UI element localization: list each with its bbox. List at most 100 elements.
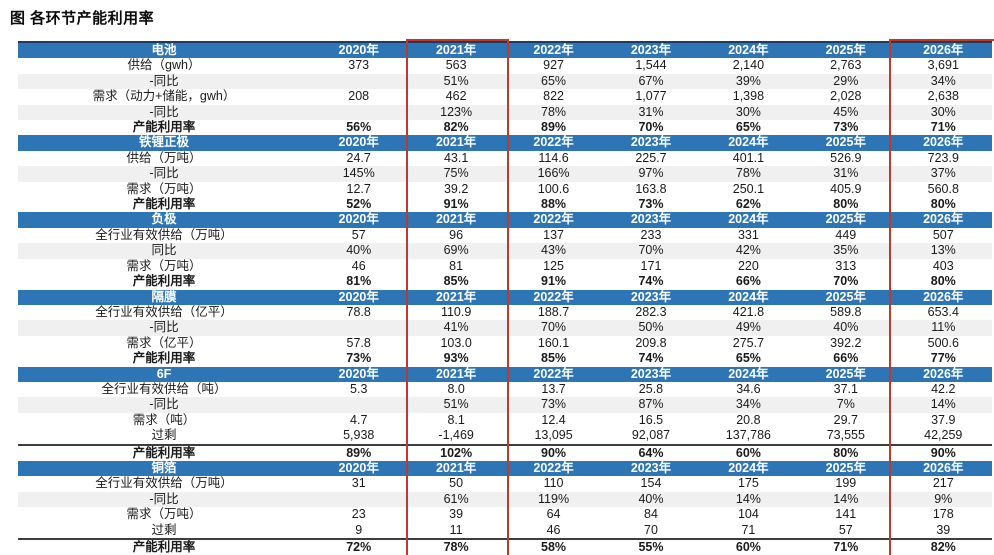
metric-label-cell: 供给（gwh）	[127, 58, 201, 73]
year-header-cell: 2021年	[407, 135, 505, 151]
value-cell: 78%	[504, 104, 603, 121]
section-header-row: 6F 2020年 2021年 2022年 2023年 2024年 2025年 2026年	[18, 366, 992, 382]
metric-label-cell: 需求（万吨）	[126, 258, 202, 273]
year-header-cell: 2020年	[310, 289, 408, 305]
year-header-cell: 2024年	[699, 460, 798, 477]
value-cell: 37.1	[833, 381, 858, 396]
value-cell: 66%	[833, 351, 859, 366]
year-header-cell: 2022年	[504, 212, 603, 228]
value-cell: 52%	[346, 197, 372, 212]
value-cell	[310, 73, 408, 90]
value-cell: 73%	[833, 120, 859, 135]
value-cell: 70	[644, 522, 658, 537]
year-header-cell: 2022年	[504, 42, 603, 59]
value-cell: 42.2	[931, 381, 956, 396]
value-cell: 61%	[407, 491, 505, 508]
value-cell: 104	[737, 507, 759, 522]
value-cell: 72%	[310, 538, 408, 555]
value-cell: 49%	[699, 320, 798, 336]
section-header-row: 铜箔 2020年 2021年 2022年 2023年 2024年 2025年 2026年	[18, 460, 992, 477]
value-cell: 73,555	[826, 428, 865, 443]
value-cell: 57	[351, 227, 366, 242]
value-cell: 40%	[310, 243, 408, 259]
metric-label-cell: 需求（吨）	[132, 412, 196, 427]
capacity-utilization-table: 电池 2020年 2021年 2022年 2023年 2024年 2025年 2026年 供给（…	[18, 41, 992, 555]
value-cell: 25.8	[638, 381, 664, 396]
year-header-cell: 2020年	[310, 366, 408, 382]
value-cell: 220	[737, 258, 759, 273]
table-row: 产能利用率 72% 78% 58% 55% 60% 71% 82%	[18, 538, 992, 555]
value-cell: 3,691	[927, 58, 959, 73]
value-cell: 500.6	[927, 335, 959, 350]
value-cell: 13%	[894, 243, 992, 259]
value-cell: 50	[449, 476, 464, 491]
value-cell: 110.9	[440, 304, 472, 319]
table-row: 供给（gwh） 373 563 927 1,544 2,140 2,763 3,691	[18, 58, 992, 73]
value-cell: 166%	[504, 166, 603, 182]
value-cell: 250.1	[732, 181, 765, 196]
metric-label-cell: -同比	[18, 320, 310, 336]
table-row: 全行业有效供给（吨） 5.3 8.0 13.7 25.8 34.6 37.1 42.2	[18, 382, 992, 397]
value-cell: 2,028	[830, 89, 862, 104]
value-cell: 208	[348, 89, 370, 104]
value-cell: 392.2	[830, 335, 862, 350]
value-cell: 35%	[797, 243, 895, 259]
year-header-cell: 2021年	[407, 42, 505, 59]
table-row: -同比 41% 70% 50% 49% 40% 11%	[18, 320, 992, 336]
section-name-cell: 电池	[18, 42, 310, 59]
value-cell: 67%	[602, 73, 700, 90]
year-header-cell: 2023年	[602, 460, 700, 477]
value-cell: 217	[932, 476, 954, 491]
value-cell: 90%	[504, 443, 603, 461]
value-cell: 403	[932, 258, 954, 273]
metric-label-cell: -同比	[18, 104, 310, 121]
value-cell: 39	[449, 507, 464, 522]
value-cell: 5,938	[343, 428, 375, 443]
value-cell: 78%	[407, 538, 505, 555]
value-cell: 39	[936, 522, 951, 537]
value-cell: 11%	[894, 320, 992, 336]
year-header-cell: 2026年	[894, 135, 992, 151]
year-header-cell: 2024年	[699, 42, 798, 59]
value-cell: 199	[835, 476, 857, 491]
value-cell: 9%	[894, 491, 992, 508]
value-cell: 65%	[735, 120, 761, 135]
value-cell: 653.4	[927, 304, 959, 319]
value-cell: 51%	[407, 73, 505, 90]
value-cell: 123%	[407, 104, 505, 121]
value-cell: 64	[546, 507, 561, 522]
value-cell: 57	[838, 522, 853, 537]
table-row: 需求（吨） 4.7 8.1 12.4 16.5 20.8 29.7 37.9	[18, 413, 992, 428]
value-cell	[310, 104, 408, 121]
value-cell: 462	[445, 89, 467, 104]
value-cell: 56%	[346, 120, 372, 135]
value-cell: 449	[835, 227, 857, 242]
value-cell: 85%	[541, 351, 567, 366]
value-cell: 73%	[638, 197, 664, 212]
metric-label-cell: 需求（亿平）	[126, 335, 202, 350]
value-cell: 34.6	[736, 381, 761, 396]
value-cell: 233	[640, 227, 662, 242]
year-header-cell: 2025年	[797, 366, 895, 382]
section-name-cell: 隔膜	[18, 289, 310, 305]
value-cell: 42,259	[924, 428, 963, 443]
value-cell: 97%	[602, 166, 700, 182]
value-cell: 31%	[602, 104, 700, 121]
value-cell: 90%	[894, 443, 992, 461]
value-cell: 102%	[407, 443, 505, 461]
value-cell: 178	[932, 507, 954, 522]
value-cell: 85%	[443, 274, 469, 289]
year-header-cell: 2023年	[602, 42, 700, 59]
value-cell: 62%	[735, 197, 761, 212]
value-cell: 93%	[443, 351, 469, 366]
table-row: -同比 61% 119% 40% 14% 14% 9%	[18, 491, 992, 508]
year-header-cell: 2021年	[407, 289, 505, 305]
value-cell: 46	[546, 522, 561, 537]
value-cell: 11	[449, 522, 463, 537]
value-cell: 225.7	[635, 150, 667, 165]
value-cell: 103.0	[440, 335, 472, 350]
value-cell: 401.1	[732, 150, 765, 165]
value-cell: 163.8	[635, 181, 667, 196]
year-header-cell: 2024年	[699, 289, 798, 305]
metric-label-cell: 需求（万吨）	[126, 181, 202, 196]
